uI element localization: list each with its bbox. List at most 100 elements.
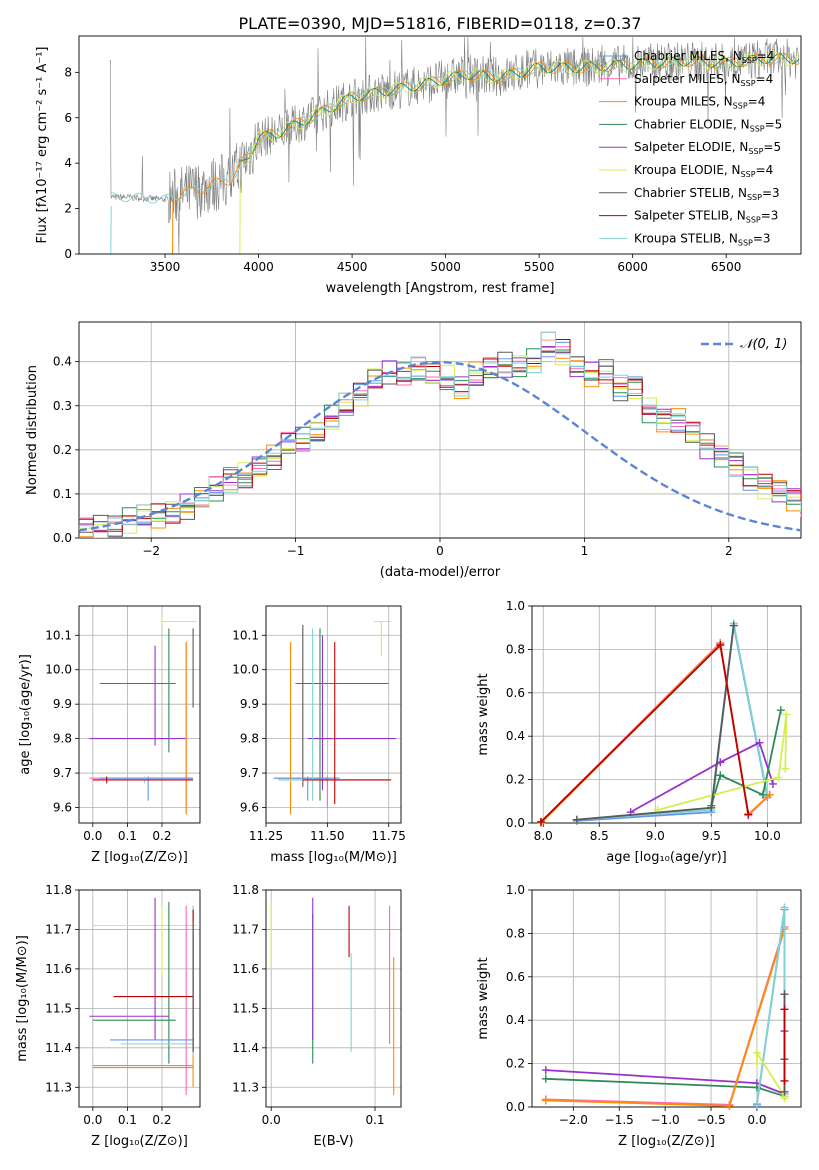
x-tick-label: 0.0 — [262, 1113, 281, 1127]
legend-entry: Salpeter ELODIE, NSSP=5 — [634, 140, 781, 156]
x-axis-label: age [log₁₀(age/yr)] — [606, 850, 727, 865]
y-tick-label: 0.0 — [506, 816, 525, 830]
y-tick-label: 0.8 — [506, 642, 525, 656]
plus-marker — [776, 706, 785, 715]
y-tick-label: 9.7 — [53, 766, 72, 780]
plus-marker — [780, 903, 789, 912]
mass-weight-line — [540, 643, 750, 823]
y-tick-label: 9.9 — [53, 697, 72, 711]
y-tick-label: 11.3 — [45, 1080, 72, 1094]
x-tick-label: 0.1 — [118, 829, 137, 843]
x-tick-label: −1 — [287, 544, 305, 558]
plus-marker — [782, 710, 791, 719]
x-tick-label: 0.2 — [152, 1113, 171, 1127]
plus-marker — [725, 1101, 734, 1110]
y-tick-label: 0.8 — [506, 926, 525, 940]
x-tick-label: 10.0 — [754, 829, 781, 843]
y-tick-label: 0.6 — [506, 686, 525, 700]
x-tick-label: 5000 — [430, 260, 461, 274]
y-tick-label: 1.0 — [506, 883, 525, 897]
y-tick-label: 10.0 — [45, 663, 72, 677]
legend-entry: 𝒩(0, 1) — [740, 337, 787, 352]
x-tick-label: 4500 — [337, 260, 368, 274]
plus-marker — [752, 1059, 761, 1068]
x-axis-label: Z [log₁₀(Z/Z⊙)] — [91, 850, 188, 865]
y-tick-label: 1.0 — [506, 599, 525, 613]
histogram-step — [79, 346, 801, 538]
plus-marker — [752, 1048, 761, 1057]
figure-title: PLATE=0390, MJD=51816, FIBERID=0118, z=0… — [238, 14, 641, 33]
x-tick-label: 6500 — [711, 260, 742, 274]
y-tick-label: 9.8 — [53, 732, 72, 746]
x-axis-label: mass [log₁₀(M/M⊙)] — [270, 850, 397, 865]
y-tick-label: 0.0 — [53, 531, 72, 545]
y-tick-label: 9.6 — [53, 801, 72, 815]
histogram-step — [79, 346, 801, 532]
y-tick-label: 11.7 — [232, 922, 259, 936]
y-tick-label: 0 — [64, 247, 72, 261]
mass-vs-ebv-panel: 0.0 0.1 11.3 11.4 11.5 11.6 11.7 11.8 E(B-V) — [232, 883, 402, 1149]
legend-entry: Chabrier ELODIE, NSSP=5 — [634, 117, 782, 133]
age-vs-mass-panel: 11.25 11.50 11.75 9.6 9.7 9.8 9.9 10.0 10.1 mass … — [232, 605, 406, 865]
x-tick-label: 0.2 — [152, 829, 171, 843]
mass-weight-line — [576, 623, 769, 821]
plus-marker — [780, 1076, 789, 1085]
mass-vs-z-panel: 0.0 0.1 0.2 11.3 11.4 11.5 11.6 11.7 11.8 Z [log₁… — [15, 883, 201, 1149]
y-tick-label: 0.6 — [506, 970, 525, 984]
plus-marker — [541, 1066, 550, 1075]
y-tick-label: 10.1 — [232, 628, 259, 642]
legend-entry: Kroupa ELODIE, NSSP=4 — [634, 163, 773, 179]
y-tick-label: 0.2 — [53, 443, 72, 457]
y-tick-label: 9.8 — [240, 732, 259, 746]
y-tick-label: 11.6 — [45, 962, 72, 976]
axes-frame — [531, 889, 802, 1108]
legend-entry: Kroupa STELIB, NSSP=3 — [634, 231, 771, 247]
y-axis-label: Flux [fλ10⁻¹⁷ erg cm⁻² s⁻¹ A⁻¹] — [35, 47, 50, 244]
x-tick-label: 0.1 — [118, 1113, 137, 1127]
x-axis-label: (data-model)/error — [380, 565, 501, 580]
y-tick-label: 11.5 — [232, 1001, 259, 1015]
x-axis-label: wavelength [Angstrom, rest frame] — [326, 281, 555, 296]
axes-frame — [78, 35, 802, 255]
x-tick-label: 8.0 — [534, 829, 553, 843]
x-tick-label: 0.1 — [365, 1113, 384, 1127]
axes-frame — [531, 605, 802, 824]
y-axis-label: Normed distribution — [25, 365, 40, 495]
axes-frame — [265, 889, 402, 1108]
x-tick-label: 4000 — [243, 260, 274, 274]
x-tick-label: 5500 — [524, 260, 555, 274]
y-tick-label: 8 — [64, 65, 72, 79]
x-axis-label: Z [log₁₀(Z/Z⊙)] — [618, 1134, 715, 1149]
x-axis-label: E(B-V) — [313, 1134, 353, 1149]
y-axis-label: age [log₁₀(age/yr)] — [18, 654, 33, 775]
massweight-vs-age-panel: 8.0 8.5 9.0 9.5 10.0 0.0 0.2 0.4 0.6 0.8 1.0 age [l… — [476, 599, 802, 865]
y-tick-label: 0.1 — [53, 487, 72, 501]
y-tick-label: 6 — [64, 111, 72, 125]
model-spectrum-line — [172, 52, 800, 203]
y-tick-label: 2 — [64, 202, 72, 216]
legend-entry: Chabrier MILES, NSSP=4 — [634, 49, 774, 65]
y-tick-label: 11.4 — [232, 1041, 259, 1055]
axes-frame — [78, 605, 201, 824]
plus-marker — [781, 764, 790, 773]
x-tick-label: −2 — [142, 544, 160, 558]
x-tick-label: −2.0 — [559, 1113, 588, 1127]
y-tick-label: 0.0 — [506, 1100, 525, 1114]
plus-marker — [768, 779, 777, 788]
y-tick-label: 10.0 — [232, 663, 259, 677]
x-tick-label: 1 — [581, 544, 589, 558]
x-axis-label: Z [log₁₀(Z/Z⊙)] — [91, 1134, 188, 1149]
x-tick-label: 0.0 — [747, 1113, 766, 1127]
plus-marker — [716, 771, 725, 780]
age-vs-z-panel: 0.0 0.1 0.2 9.6 9.7 9.8 9.9 10.0 10.1 Z [log₁₀(Z/… — [18, 605, 201, 865]
y-tick-label: 11.4 — [45, 1041, 72, 1055]
x-tick-label: 11.25 — [249, 829, 283, 843]
legend-entry: Salpeter MILES, NSSP=4 — [634, 72, 773, 88]
observed-spectrum-line — [109, 37, 800, 254]
y-tick-label: 0.4 — [506, 1013, 525, 1027]
y-axis-label: mass weight — [476, 957, 491, 1039]
axes-frame — [78, 321, 802, 539]
plus-marker — [536, 817, 545, 826]
plus-marker — [716, 641, 725, 650]
